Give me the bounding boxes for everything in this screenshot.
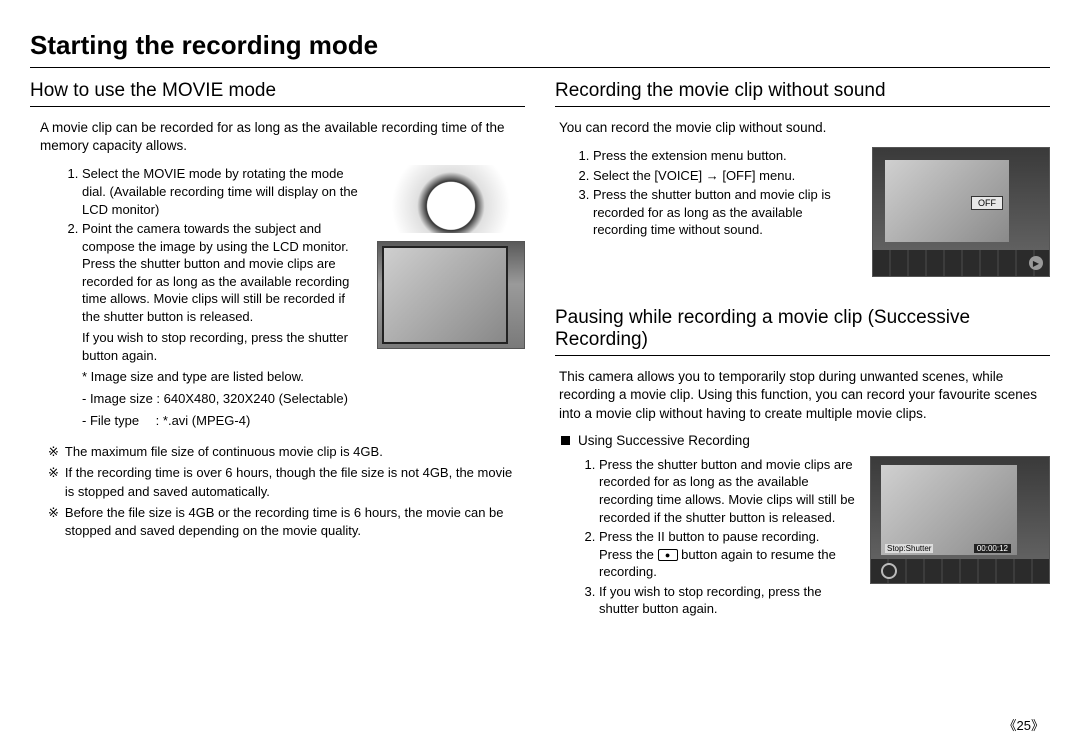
right-sec2-subhead: Using Successive Recording (561, 433, 1050, 448)
left-substep-text: - File type : *.avi (MPEG-4) (82, 412, 365, 430)
left-section-heading: How to use the MOVIE mode (30, 80, 525, 107)
fig-bottom-strip (871, 559, 1049, 583)
note-symbol-icon: ※ (48, 443, 59, 462)
list-item: If you wish to stop recording, press the… (599, 583, 858, 618)
left-notes-block: ※ The maximum file size of continuous mo… (30, 443, 525, 541)
right-sec2-intro: This camera allows you to temporarily st… (555, 368, 1050, 423)
left-column: How to use the MOVIE mode A movie clip c… (30, 78, 525, 620)
list-item: Press the shutter button and movie clip … (593, 186, 860, 239)
right-sec1-intro: You can record the movie clip without so… (555, 119, 1050, 137)
list-item: Point the camera towards the subject and… (82, 220, 365, 325)
note-item: ※ Before the file size is 4GB or the rec… (48, 504, 525, 542)
step2-text: Press the II button to pause recording. (599, 529, 819, 544)
note-item: ※ The maximum file size of continuous mo… (48, 443, 525, 462)
right-sec2-heading: Pausing while recording a movie clip (Su… (555, 307, 1050, 356)
page-title: Starting the recording mode (30, 30, 1050, 68)
page-number: 25 (1004, 715, 1045, 734)
record-button-icon: ● (658, 549, 678, 561)
fig-timecode: 00:00:12 (974, 544, 1011, 553)
two-column-layout: How to use the MOVIE mode A movie clip c… (30, 78, 1050, 620)
pause-circle-icon (881, 563, 897, 579)
menu-bottom-strip (873, 250, 1049, 276)
list-item: Press the shutter button and movie clips… (599, 456, 858, 526)
menu-off-label: OFF (971, 196, 1003, 210)
right-sec1-heading: Recording the movie clip without sound (555, 80, 1050, 107)
square-bullet-icon (561, 436, 570, 445)
left-substep-text: If you wish to stop recording, press the… (82, 329, 365, 364)
note-item: ※ If the recording time is over 6 hours,… (48, 464, 525, 502)
left-intro-text: A movie clip can be recorded for as long… (30, 119, 525, 155)
note-symbol-icon: ※ (48, 464, 59, 502)
fig-caption: Stop:Shutter (885, 544, 933, 553)
successive-recording-illustration: Stop:Shutter 00:00:12 (870, 456, 1050, 584)
list-item: Select the MOVIE mode by rotating the mo… (82, 165, 365, 218)
left-figure-column (377, 165, 525, 429)
list-item: Press the extension menu button. (593, 147, 860, 165)
note-text: Before the file size is 4GB or the recor… (65, 504, 525, 542)
note-text: The maximum file size of continuous movi… (65, 443, 383, 462)
list-item: Select the [VOICE] → [OFF] menu. (593, 167, 860, 185)
left-steps-block: Select the MOVIE mode by rotating the mo… (30, 165, 525, 429)
left-substep-text: - Image size : 640X480, 320X240 (Selecta… (82, 390, 365, 408)
lcd-screenshot-illustration (377, 241, 525, 349)
right-sec1-steps: Press the extension menu button. Select … (567, 147, 860, 239)
subhead-text: Using Successive Recording (578, 433, 750, 448)
right-sec2-steps: Press the shutter button and movie clips… (567, 456, 858, 618)
mode-dial-illustration (377, 165, 525, 233)
note-symbol-icon: ※ (48, 504, 59, 542)
left-steps-list: Select the MOVIE mode by rotating the mo… (48, 165, 365, 325)
right-sec2-block: Press the shutter button and movie clips… (555, 456, 1050, 620)
voice-off-menu-illustration: OFF (872, 147, 1050, 277)
right-sec1-block: Press the extension menu button. Select … (555, 147, 1050, 277)
resume-prefix: Press the (599, 547, 658, 562)
note-text: If the recording time is over 6 hours, t… (65, 464, 525, 502)
right-column: Recording the movie clip without sound Y… (555, 78, 1050, 620)
list-item: Press the II button to pause recording. … (599, 528, 858, 581)
left-substep-text: * Image size and type are listed below. (82, 368, 365, 386)
